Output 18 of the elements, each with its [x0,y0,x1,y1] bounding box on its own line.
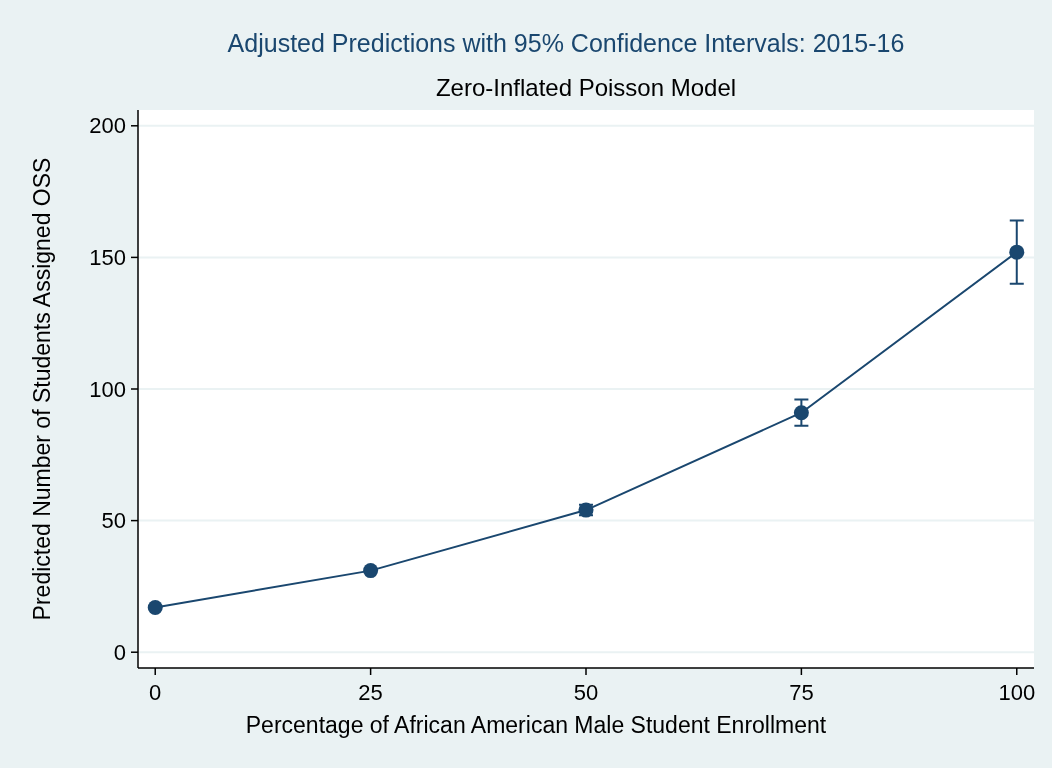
y-tick-label: 200 [89,113,126,139]
y-tick-label: 50 [101,508,126,534]
point [1009,244,1025,260]
point [793,405,809,421]
y-tick-label: 150 [89,245,126,271]
point [363,563,379,579]
chart-title: Adjusted Predictions with 95% Confidence Intervals: 2015-16 [227,29,905,57]
x-tick-label: 25 [358,680,383,705]
point [147,599,163,615]
x-axis-title: Percentage of African American Male Student Enrollment [245,712,827,738]
x-tick-label: 75 [789,680,814,705]
x-tick-label: 100 [998,680,1036,705]
y-axis-title: Predicted Number of Students Assigned OSS [29,157,55,621]
y-tick-label: 0 [113,639,126,665]
x-tick-label: 50 [573,680,599,705]
y-tick-label: 100 [89,376,126,402]
chart-subtitle: Zero-Inflated Poisson Model [435,74,737,101]
x-tick-label: 0 [149,680,162,705]
